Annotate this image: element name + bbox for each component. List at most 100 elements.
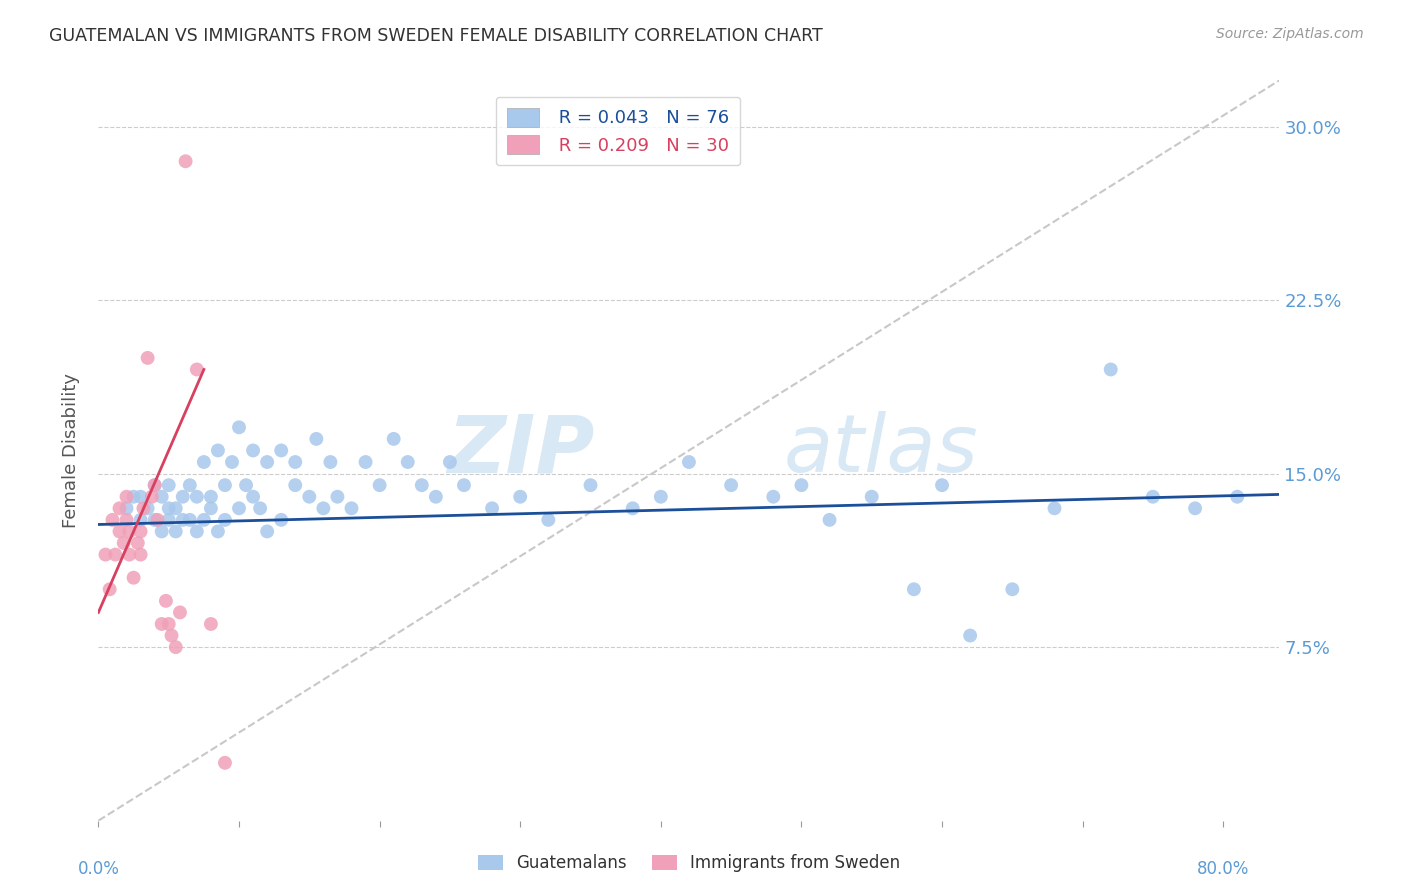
Point bbox=[249, 501, 271, 516]
Point bbox=[122, 490, 145, 504]
Point bbox=[537, 513, 560, 527]
Point bbox=[235, 478, 257, 492]
Point bbox=[108, 501, 131, 516]
Point bbox=[157, 478, 180, 492]
Text: 80.0%: 80.0% bbox=[1197, 860, 1250, 878]
Point bbox=[903, 582, 925, 597]
Point bbox=[174, 154, 197, 169]
Point bbox=[186, 524, 208, 539]
Point bbox=[112, 536, 135, 550]
Point bbox=[193, 513, 215, 527]
Point bbox=[340, 501, 363, 516]
Point bbox=[959, 628, 981, 642]
Point bbox=[157, 617, 180, 632]
Point bbox=[298, 490, 321, 504]
Text: GUATEMALAN VS IMMIGRANTS FROM SWEDEN FEMALE DISABILITY CORRELATION CHART: GUATEMALAN VS IMMIGRANTS FROM SWEDEN FEM… bbox=[49, 27, 823, 45]
Point bbox=[101, 513, 124, 527]
Point bbox=[129, 548, 152, 562]
Point bbox=[1099, 362, 1122, 376]
Point bbox=[411, 478, 433, 492]
Point bbox=[579, 478, 602, 492]
Point bbox=[678, 455, 700, 469]
Point bbox=[214, 478, 236, 492]
Point bbox=[509, 490, 531, 504]
Point bbox=[1184, 501, 1206, 516]
Point bbox=[762, 490, 785, 504]
Point bbox=[228, 501, 250, 516]
Point bbox=[284, 478, 307, 492]
Point bbox=[157, 501, 180, 516]
Point bbox=[129, 524, 152, 539]
Point bbox=[179, 513, 201, 527]
Point bbox=[312, 501, 335, 516]
Point bbox=[221, 455, 243, 469]
Point bbox=[242, 490, 264, 504]
Point bbox=[425, 490, 447, 504]
Point bbox=[214, 513, 236, 527]
Point bbox=[270, 513, 292, 527]
Point bbox=[118, 548, 141, 562]
Point bbox=[200, 501, 222, 516]
Point bbox=[150, 617, 173, 632]
Point bbox=[207, 443, 229, 458]
Point bbox=[165, 524, 187, 539]
Text: Source: ZipAtlas.com: Source: ZipAtlas.com bbox=[1216, 27, 1364, 41]
Point bbox=[129, 490, 152, 504]
Point bbox=[172, 490, 194, 504]
Point bbox=[115, 501, 138, 516]
Point bbox=[1226, 490, 1249, 504]
Point bbox=[354, 455, 377, 469]
Point bbox=[129, 513, 152, 527]
Text: ZIP: ZIP bbox=[447, 411, 595, 490]
Point bbox=[368, 478, 391, 492]
Point bbox=[382, 432, 405, 446]
Point bbox=[860, 490, 883, 504]
Point bbox=[453, 478, 475, 492]
Point bbox=[818, 513, 841, 527]
Point bbox=[931, 478, 953, 492]
Point bbox=[186, 490, 208, 504]
Point bbox=[157, 513, 180, 527]
Point bbox=[200, 617, 222, 632]
Point bbox=[160, 628, 183, 642]
Point bbox=[143, 513, 166, 527]
Point bbox=[439, 455, 461, 469]
Point bbox=[621, 501, 644, 516]
Point bbox=[172, 513, 194, 527]
Point bbox=[115, 490, 138, 504]
Point bbox=[150, 490, 173, 504]
Point bbox=[214, 756, 236, 770]
Point bbox=[118, 524, 141, 539]
Point bbox=[1043, 501, 1066, 516]
Point bbox=[650, 490, 672, 504]
Point bbox=[326, 490, 349, 504]
Point bbox=[98, 582, 121, 597]
Point bbox=[228, 420, 250, 434]
Point bbox=[207, 524, 229, 539]
Point bbox=[115, 513, 138, 527]
Point bbox=[720, 478, 742, 492]
Point bbox=[132, 501, 155, 516]
Text: 0.0%: 0.0% bbox=[77, 860, 120, 878]
Point bbox=[146, 513, 169, 527]
Point bbox=[256, 455, 278, 469]
Point bbox=[396, 455, 419, 469]
Point bbox=[242, 443, 264, 458]
Point bbox=[270, 443, 292, 458]
Point bbox=[256, 524, 278, 539]
Point bbox=[284, 455, 307, 469]
Point bbox=[136, 351, 159, 365]
Point bbox=[104, 548, 127, 562]
Point bbox=[179, 478, 201, 492]
Point bbox=[193, 455, 215, 469]
Point bbox=[165, 501, 187, 516]
Point bbox=[305, 432, 328, 446]
Point bbox=[790, 478, 813, 492]
Point bbox=[127, 536, 149, 550]
Point bbox=[136, 501, 159, 516]
Y-axis label: Female Disability: Female Disability bbox=[62, 373, 80, 528]
Point bbox=[94, 548, 117, 562]
Point bbox=[155, 594, 177, 608]
Point bbox=[481, 501, 503, 516]
Point bbox=[186, 362, 208, 376]
